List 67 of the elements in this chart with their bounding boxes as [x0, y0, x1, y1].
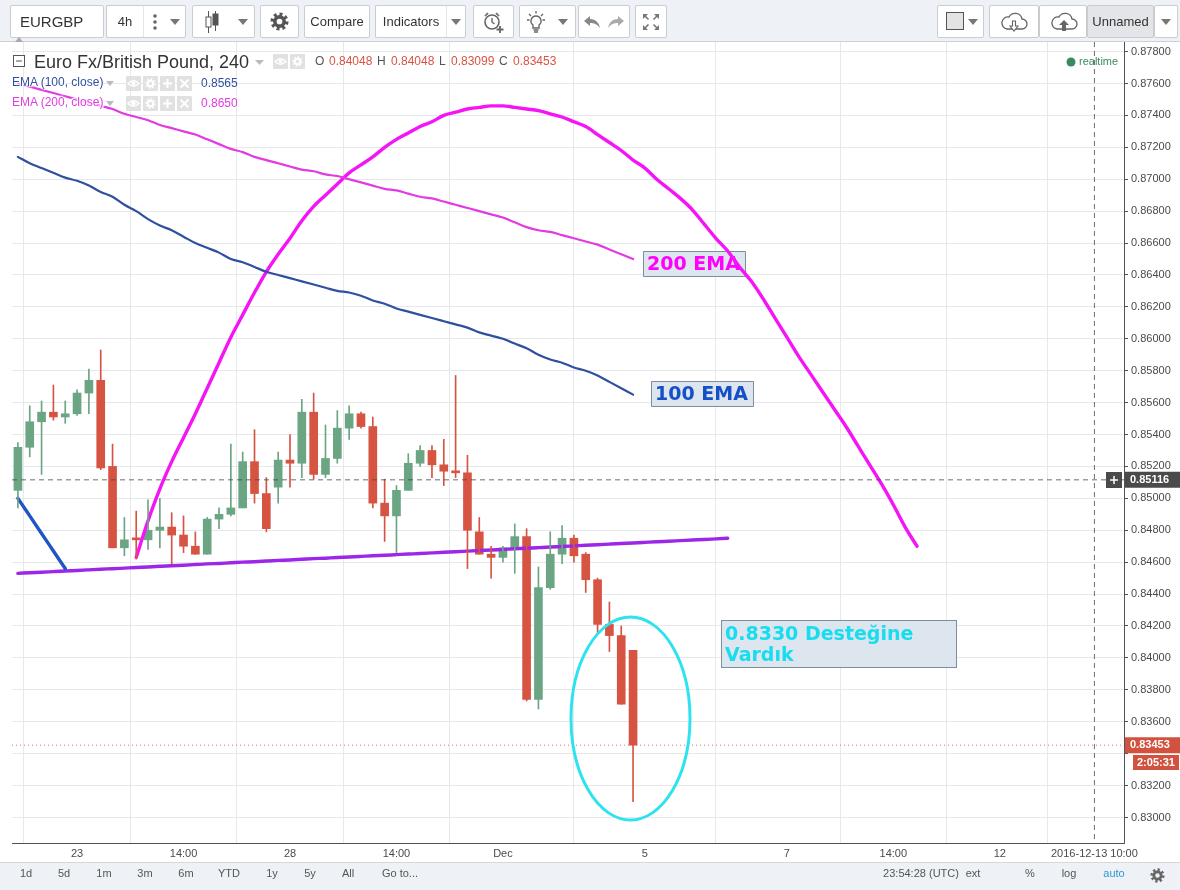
annotation: 0.8330 Desteğine Vardık — [721, 620, 957, 668]
y-tick-label: 0.87600 — [1131, 76, 1171, 89]
text: 4h — [106, 5, 144, 38]
text: 3m — [137, 867, 153, 880]
y-tick-label: 0.84400 — [1131, 587, 1171, 600]
y-tick-label: 0.83200 — [1131, 778, 1171, 791]
annotation: 0.8565 — [201, 76, 238, 91]
x-tick-label: 23 — [70, 846, 84, 859]
x-tick-label: 14:00 — [879, 846, 908, 859]
x-tick-label: 2016-12-13 10:00 — [1051, 846, 1138, 859]
annotation: O 0.84048 H 0.84048 L 0.83099 C 0.83453 — [315, 54, 557, 69]
ref-line-label: 0.83453 — [1130, 738, 1170, 751]
y-tick-label: 0.85600 — [1131, 395, 1171, 408]
text: Unnamed — [1087, 5, 1154, 38]
text: 5y — [304, 867, 316, 880]
x-tick-label: 14:00 — [169, 846, 198, 859]
y-tick-label: 0.87200 — [1131, 140, 1171, 153]
x-tick-label: 5 — [641, 846, 648, 859]
text: 1y — [266, 867, 278, 880]
text: ext — [965, 867, 981, 880]
y-tick-label: 0.84800 — [1131, 523, 1171, 536]
y-tick-label: 0.83000 — [1131, 810, 1171, 823]
y-tick-label: 0.87800 — [1131, 44, 1171, 57]
text: YTD — [218, 867, 240, 880]
y-tick-label: 0.85400 — [1131, 427, 1171, 440]
y-tick-label: 0.86200 — [1131, 299, 1171, 312]
y-tick-label: 0.84200 — [1131, 619, 1171, 632]
text: Compare — [304, 5, 370, 38]
y-tick-label: 0.87000 — [1131, 172, 1171, 185]
y-tick-label: 0.87400 — [1131, 108, 1171, 121]
x-tick-label: 7 — [783, 846, 790, 859]
y-tick-label: 0.83600 — [1131, 714, 1171, 727]
x-tick-label: 14:00 — [382, 846, 411, 859]
y-tick-label: 0.86400 — [1131, 267, 1171, 280]
annotation: 0.8650 — [201, 96, 238, 111]
text: log — [1061, 867, 1077, 880]
text: 1d — [19, 867, 33, 880]
text: 5d — [57, 867, 71, 880]
text: % — [1025, 867, 1035, 880]
text: EMA (100, close) — [12, 75, 104, 90]
text: Euro Fx/British Pound, 240 — [34, 52, 250, 73]
x-tick-label: Dec — [493, 846, 514, 859]
text: Indicators — [375, 5, 447, 38]
text: EURGBP — [10, 5, 104, 38]
y-tick-label: 0.86000 — [1131, 331, 1171, 344]
text: 6m — [178, 867, 194, 880]
text: 2:05:31 — [1133, 755, 1179, 771]
text: Go to... — [381, 867, 419, 880]
line-series — [16, 496, 67, 571]
y-tick-label: 0.85000 — [1131, 491, 1171, 504]
text: All — [341, 867, 355, 880]
x-tick-label: 28 — [283, 846, 297, 859]
y-tick-label: 0.86800 — [1131, 204, 1171, 217]
annotation: 100 EMA — [655, 381, 749, 404]
text: 1m — [96, 867, 112, 880]
y-tick-label: 0.84600 — [1131, 555, 1171, 568]
text: 23:54:28 (UTC) — [883, 867, 959, 880]
y-tick-label: 0.84000 — [1131, 650, 1171, 663]
y-tick-label: 0.85800 — [1131, 363, 1171, 376]
x-tick-label: 12 — [993, 846, 1006, 859]
annotation: realtime — [1079, 55, 1119, 68]
y-tick-label: 0.85200 — [1131, 459, 1171, 472]
line-series — [16, 155, 635, 396]
text: auto — [1103, 867, 1125, 880]
ref-line-label: 0.85116 — [1130, 472, 1170, 485]
y-tick-label: 0.83800 — [1131, 682, 1171, 695]
y-tick-label: 0.86600 — [1131, 236, 1171, 249]
